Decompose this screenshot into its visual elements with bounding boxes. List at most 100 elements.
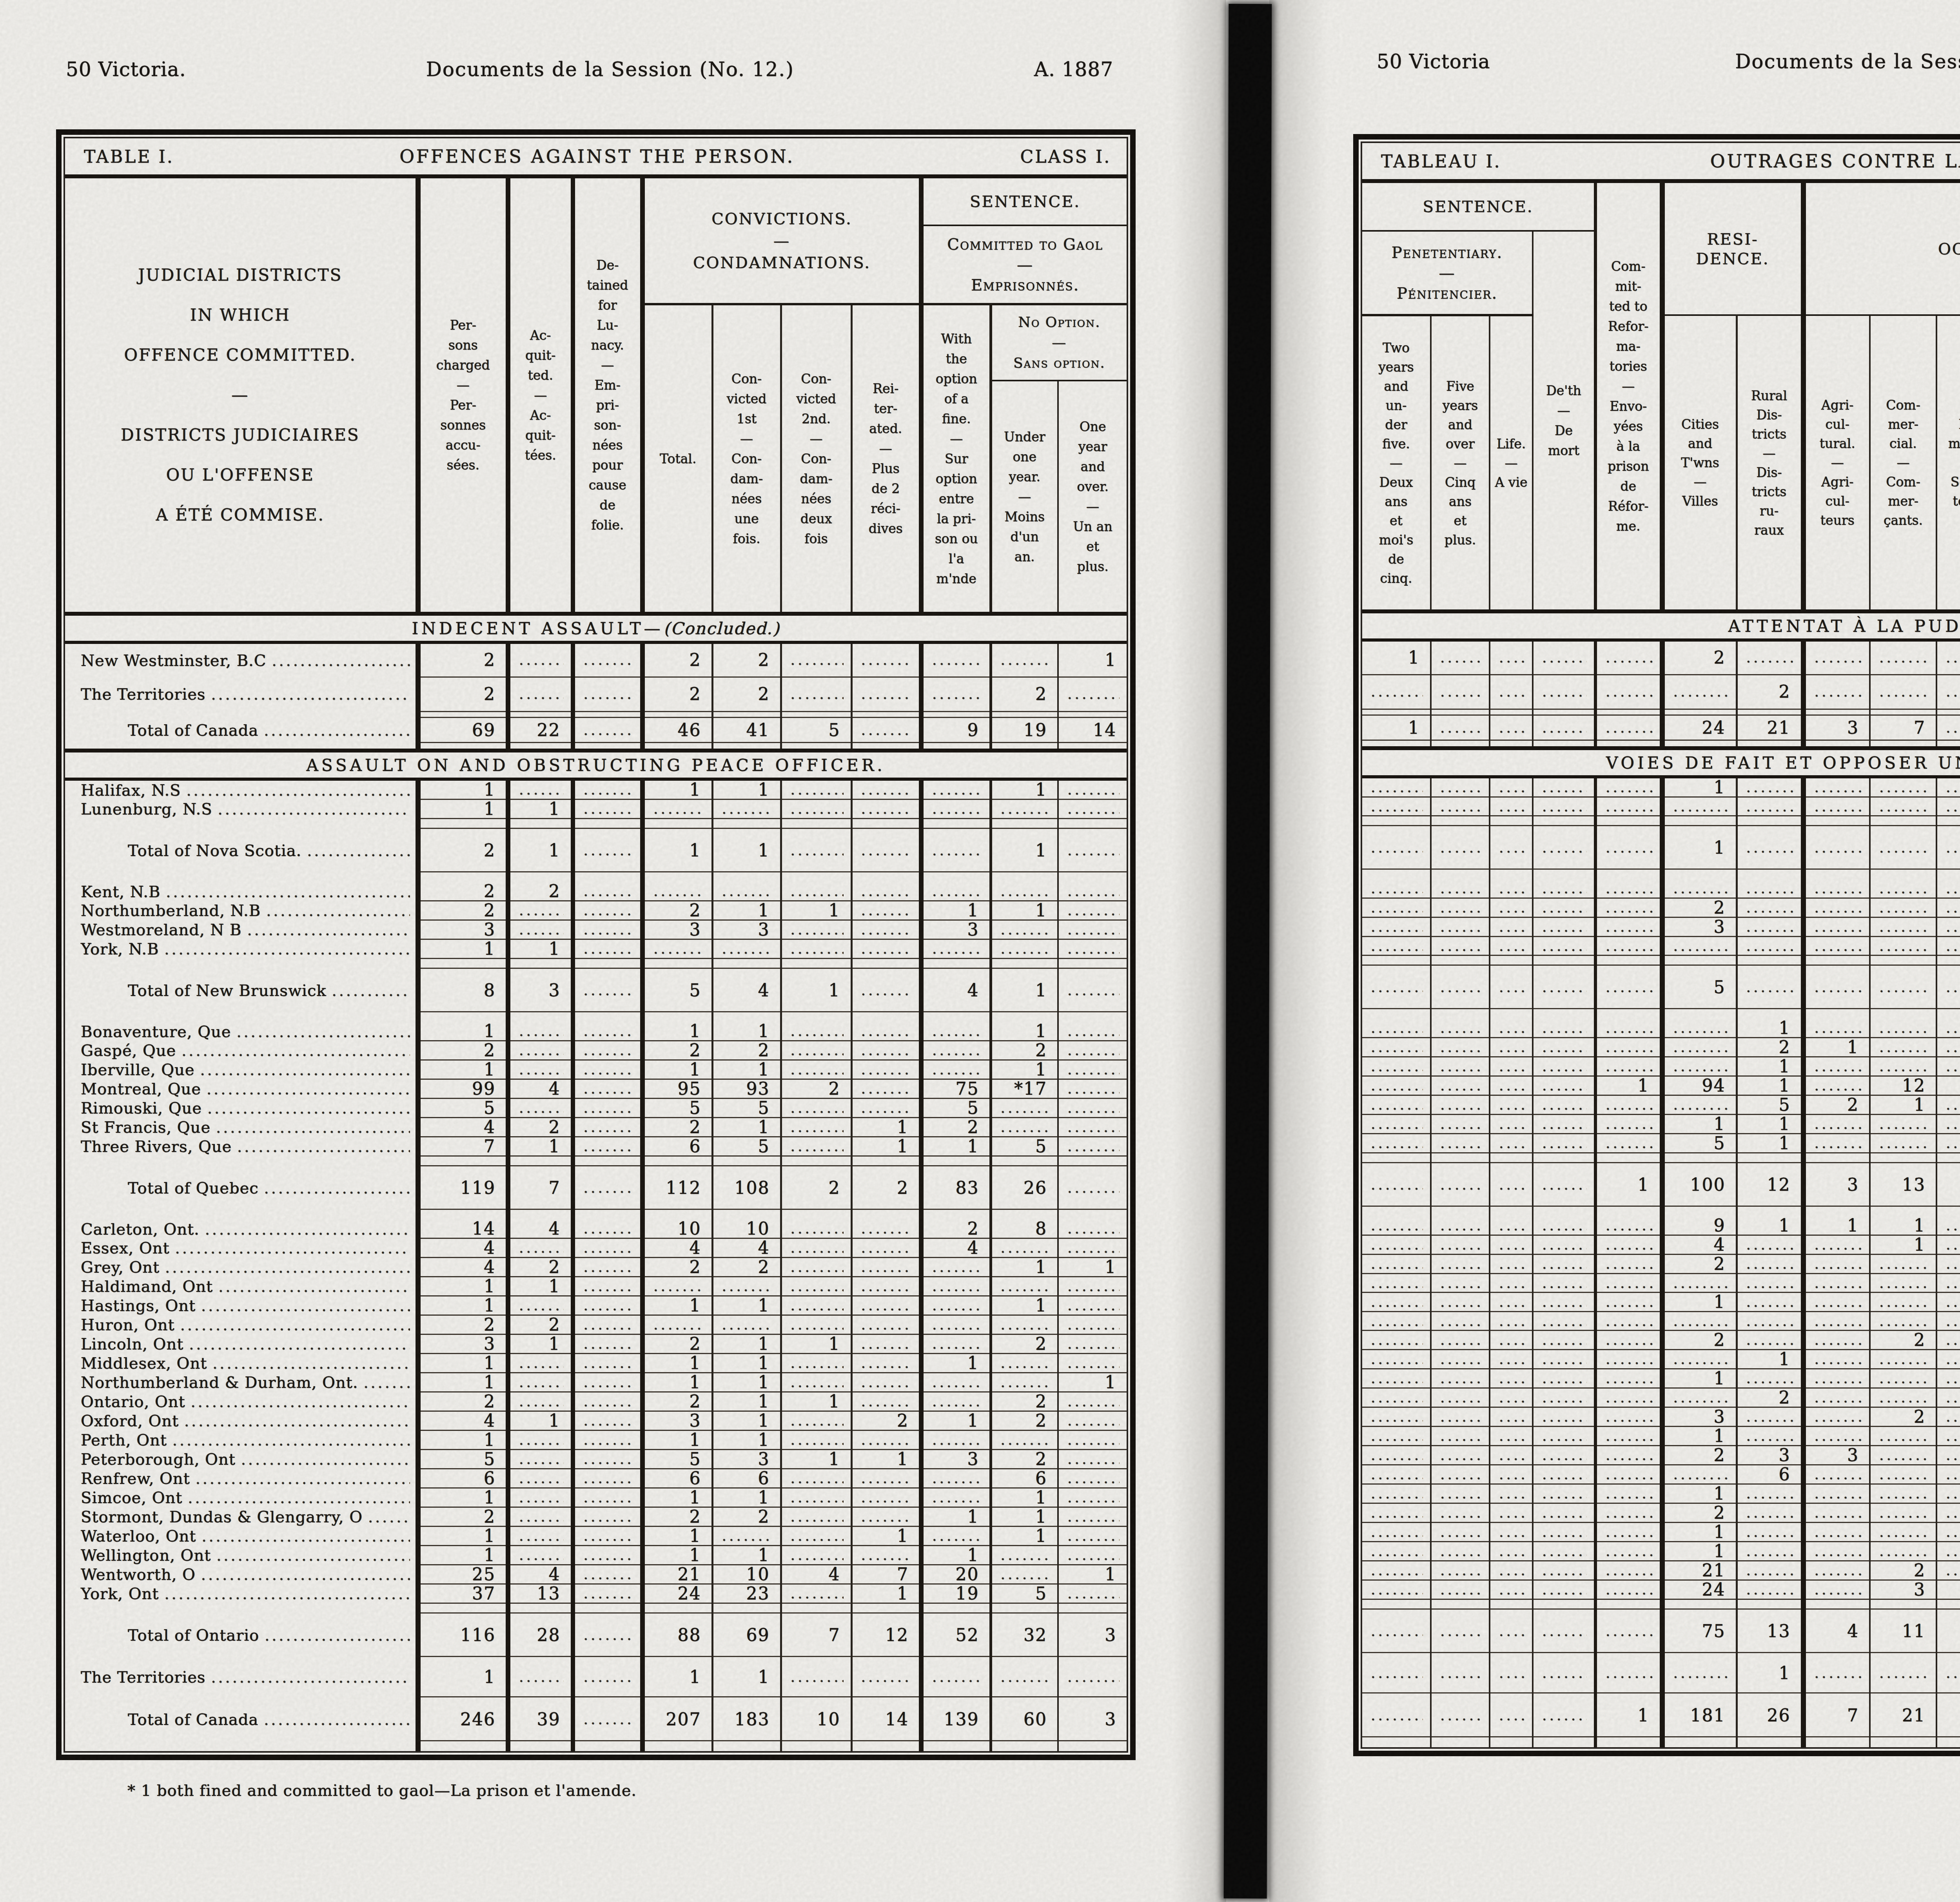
dot-filler <box>1879 1504 1929 1521</box>
dot-leader <box>175 1240 410 1257</box>
dot-filler <box>1371 1039 1423 1056</box>
cell-value: 2 <box>690 1393 711 1411</box>
cell-value: 4 <box>549 1220 571 1238</box>
right-head-victoria: 50 Victoria <box>1377 50 1490 73</box>
value-cell: 2 <box>642 677 712 711</box>
empty-cell <box>1803 1407 1870 1427</box>
col-head-commercial: Com- mer- cial. — Com- mer- çants. <box>1870 315 1936 611</box>
dot-leader <box>211 1669 410 1686</box>
table-row: 211 <box>1362 674 1960 709</box>
value-cell: 2 <box>418 1392 508 1411</box>
empty-cell <box>1533 1369 1595 1388</box>
empty-cell <box>1737 1561 1803 1580</box>
empty-cell <box>1490 898 1533 917</box>
cell-value: 1 <box>690 1373 711 1391</box>
cell-value: 5 <box>1035 1585 1057 1603</box>
cell-value: 4 <box>1847 1622 1869 1640</box>
stub-row: Total of Ontario <box>65 1626 416 1644</box>
value-cell: 2 <box>1662 1503 1737 1523</box>
cell-value: 2 <box>690 1118 711 1136</box>
empty-cell <box>1936 1293 1960 1312</box>
dot-filler <box>1673 1039 1729 1056</box>
value-cell: 4 <box>1803 1599 1870 1663</box>
empty-cell <box>1737 1542 1803 1561</box>
col-head-death: De'th — De mort <box>1533 231 1595 611</box>
value-cell: 39 <box>508 1688 573 1751</box>
dot-filler <box>722 940 773 957</box>
cell-value: 6 <box>758 1469 780 1487</box>
dot-filler <box>1606 1562 1653 1579</box>
empty-cell <box>991 1565 1058 1584</box>
value-cell: 2 <box>712 677 781 711</box>
dot-filler <box>1542 1096 1587 1113</box>
table-row: Total of New Brunswick8354141 <box>65 959 1127 1022</box>
empty-cell <box>1803 1312 1870 1331</box>
empty-cell <box>1431 1057 1490 1076</box>
dot-filler <box>861 1061 912 1078</box>
value-cell: 1 <box>1936 1580 1960 1599</box>
dot-filler <box>1746 1523 1794 1541</box>
footnote: * 1 both fined and committed to gaol—La … <box>127 1781 637 1799</box>
cell-value: 1 <box>1714 778 1736 796</box>
left-head-victoria: 50 Victoria. <box>66 58 186 81</box>
dot-leader <box>184 1412 410 1430</box>
empty-cell <box>1595 1293 1662 1312</box>
dot-filler <box>1499 1115 1525 1133</box>
cell-value: 6 <box>690 1137 711 1155</box>
cell-value: 2 <box>484 1393 506 1411</box>
right-title-row: TABLEAU I. OUTRAGES CONTRE LA PERSONNE. … <box>1362 143 1960 181</box>
row-name: St Francis, Que <box>81 1118 211 1136</box>
empty-cell <box>1490 1076 1533 1095</box>
empty-cell <box>781 1118 851 1137</box>
empty-cell <box>1058 1079 1127 1099</box>
value-cell: 8 <box>418 959 508 1022</box>
empty-cell <box>1362 898 1431 917</box>
right-table-title: OUTRAGES CONTRE LA PERSONNE. <box>1710 150 1960 172</box>
cell-value: 7 <box>549 1179 571 1197</box>
dot-filler <box>1815 1581 1862 1598</box>
empty-cell <box>508 1392 573 1411</box>
table-row: Essex, Ont4444 <box>65 1238 1127 1258</box>
dot-filler <box>1673 1058 1729 1075</box>
cell-value: 1 <box>967 901 989 919</box>
value-cell: 2 <box>508 1258 573 1277</box>
dot-leader <box>236 1023 410 1041</box>
dot-filler <box>1067 1335 1120 1353</box>
col-head-cities: Cities and T'wns — Villes <box>1662 315 1737 611</box>
dot-leader <box>212 1355 410 1372</box>
dot-filler <box>1673 1351 1729 1368</box>
cell-value: 4 <box>549 1080 571 1098</box>
row-name: Montreal, Que <box>81 1080 201 1098</box>
left-page: TABLE I. OFFENCES AGAINST THE PERSON. CL… <box>56 129 1136 1760</box>
dot-filler <box>1440 719 1482 736</box>
district-label: Hastings, Ont <box>65 1296 418 1315</box>
section-title-italic: (Concluded.) <box>663 619 780 638</box>
empty-cell <box>1533 956 1595 1019</box>
empty-cell <box>1362 1115 1431 1134</box>
dot-filler <box>1067 921 1120 938</box>
cell-value: 1 <box>484 1296 506 1315</box>
empty-cell <box>1870 1019 1936 1038</box>
dot-filler <box>584 1316 633 1333</box>
value-cell: 1 <box>712 779 781 800</box>
stub-row: Simcoe, Ont <box>65 1489 416 1507</box>
cell-value: 1 <box>1035 1508 1057 1526</box>
empty-cell <box>573 642 642 677</box>
section-title: ATTENTAT À LA PUDEUR—(Fin.) <box>1362 611 1960 640</box>
district-label: Lunenburg, N.S <box>65 800 418 819</box>
cell-value: 5 <box>967 1099 989 1117</box>
empty-cell <box>1533 1235 1595 1255</box>
table-row: Kent, N.B22 <box>65 882 1127 901</box>
stub-row: Total of Nova Scotia. <box>65 841 416 859</box>
empty-cell <box>1362 1057 1431 1076</box>
empty-cell <box>1490 1293 1533 1312</box>
table-title-bar: TABLE I. OFFENCES AGAINST THE PERSON. CL… <box>65 146 1127 167</box>
cell-value: 1 <box>1035 1022 1057 1040</box>
empty-cell <box>1362 1542 1431 1561</box>
empty-cell <box>781 1488 851 1507</box>
empty-cell <box>1533 1038 1595 1057</box>
dot-filler <box>1440 937 1482 955</box>
value-cell: 3 <box>508 959 573 1022</box>
empty-cell <box>508 1373 573 1392</box>
dot-filler <box>1371 1331 1423 1349</box>
